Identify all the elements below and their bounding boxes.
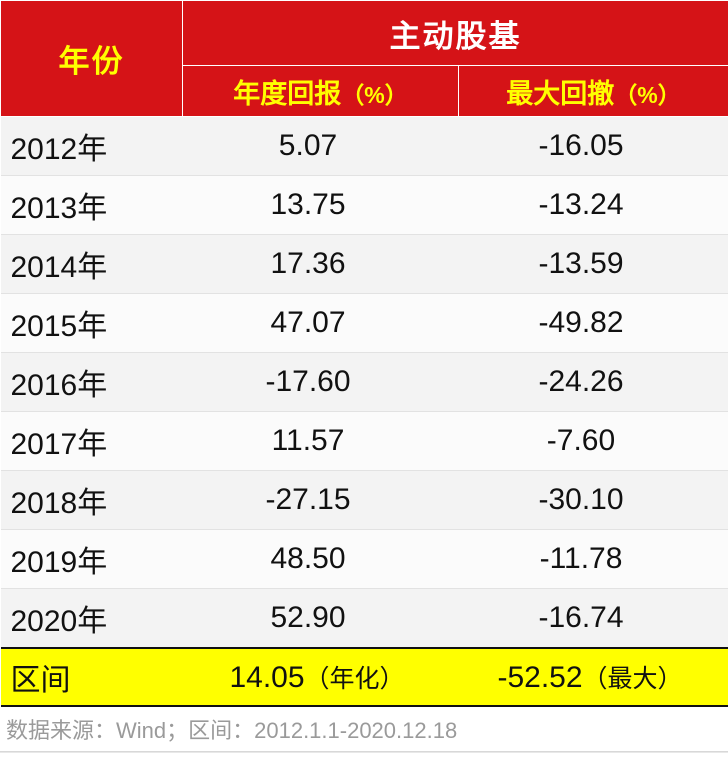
cell-max-drawdown: -30.10 (459, 471, 728, 530)
cell-annual-return: -17.60 (183, 353, 459, 412)
total-max-drawdown-note: （最大） (583, 665, 683, 693)
header-group: 主动股基 (183, 1, 728, 66)
total-annual-return-value: 14.05 (229, 661, 304, 694)
cell-max-drawdown: -49.82 (459, 294, 728, 353)
header-year: 年份 (1, 1, 183, 117)
cell-total-max-drawdown: -52.52（最大） (459, 648, 728, 706)
cell-max-drawdown: -16.74 (459, 589, 728, 649)
cell-annual-return: 47.07 (183, 294, 459, 353)
table-row: 2016年 -17.60 -24.26 (1, 353, 728, 412)
cell-total-annual-return: 14.05（年化） (183, 648, 459, 706)
cell-annual-return: 13.75 (183, 176, 459, 235)
cell-max-drawdown: -13.24 (459, 176, 728, 235)
header-annual-return: 年度回报（%） (183, 66, 459, 117)
cell-year: 2013年 (1, 176, 183, 235)
table-row-total: 区间 14.05（年化） -52.52（最大） (1, 648, 728, 706)
cell-annual-return: 5.07 (183, 117, 459, 176)
cell-max-drawdown: -24.26 (459, 353, 728, 412)
table-figure: 年份 主动股基 年度回报（%） 最大回撤（%） 2012年 5.07 -16.0… (0, 0, 728, 700)
cell-year: 2012年 (1, 117, 183, 176)
table-row: 2019年 48.50 -11.78 (1, 530, 728, 589)
header-max-drawdown: 最大回撤（%） (459, 66, 728, 117)
table-row: 2015年 47.07 -49.82 (1, 294, 728, 353)
header-max-drawdown-unit: （%） (614, 82, 680, 108)
header-max-drawdown-text: 最大回撤 (506, 79, 614, 109)
total-max-drawdown-value: -52.52 (497, 661, 582, 694)
table-header: 年份 主动股基 年度回报（%） 最大回撤（%） (1, 1, 728, 117)
performance-table: 年份 主动股基 年度回报（%） 最大回撤（%） 2012年 5.07 -16.0… (0, 0, 728, 707)
bottom-spacer (0, 752, 728, 781)
source-note: 数据来源：Wind；区间：2012.1.1-2020.12.18 (0, 713, 457, 745)
table-row: 2013年 13.75 -13.24 (1, 176, 728, 235)
header-annual-return-unit: （%） (341, 82, 407, 108)
cell-year: 2014年 (1, 235, 183, 294)
cell-max-drawdown: -7.60 (459, 412, 728, 471)
cell-year: 2016年 (1, 353, 183, 412)
table-row: 2012年 5.07 -16.05 (1, 117, 728, 176)
header-annual-return-text: 年度回报 (233, 79, 341, 109)
cell-year: 2019年 (1, 530, 183, 589)
table-row: 2017年 11.57 -7.60 (1, 412, 728, 471)
cell-year: 2017年 (1, 412, 183, 471)
cell-year: 2020年 (1, 589, 183, 649)
total-annual-return-note: （年化） (305, 665, 405, 693)
table-row: 2018年 -27.15 -30.10 (1, 471, 728, 530)
cell-total-label: 区间 (1, 648, 183, 706)
cell-annual-return: 17.36 (183, 235, 459, 294)
table-row: 2014年 17.36 -13.59 (1, 235, 728, 294)
table-row: 2020年 52.90 -16.74 (1, 589, 728, 649)
cell-max-drawdown: -11.78 (459, 530, 728, 589)
cell-annual-return: 11.57 (183, 412, 459, 471)
cell-max-drawdown: -16.05 (459, 117, 728, 176)
cell-annual-return: 52.90 (183, 589, 459, 649)
cell-year: 2015年 (1, 294, 183, 353)
cell-annual-return: 48.50 (183, 530, 459, 589)
header-row-top: 年份 主动股基 (1, 1, 728, 66)
table-body: 2012年 5.07 -16.05 2013年 13.75 -13.24 201… (1, 117, 728, 707)
cell-year: 2018年 (1, 471, 183, 530)
source-note-row: 数据来源：Wind；区间：2012.1.1-2020.12.18 (0, 707, 728, 752)
cell-annual-return: -27.15 (183, 471, 459, 530)
cell-max-drawdown: -13.59 (459, 235, 728, 294)
